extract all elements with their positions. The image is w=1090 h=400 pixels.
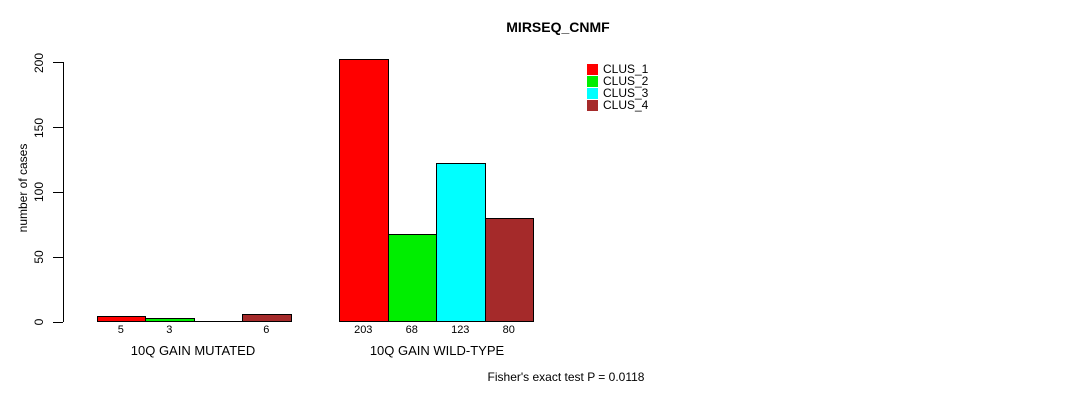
bar-clus_3-group1 [193,321,243,322]
x-category-label-mutated: 10Q GAIN MUTATED [130,343,256,358]
legend-swatch-icon [587,64,598,75]
bar-clus_3-group2 [436,162,486,322]
y-axis-line [63,62,64,322]
y-tick-label: 0 [32,318,46,326]
bar-clus_1-group2 [339,58,389,322]
bar-clus_4-group2 [484,218,534,322]
legend-swatch-icon [587,100,598,111]
y-tick-mark [53,62,63,64]
y-tick-label: 200 [32,52,46,73]
bar-clus_4-group1 [242,314,292,322]
y-tick-label: 50 [32,250,46,264]
bar-count-label: 68 [405,324,418,336]
bar-clus_2-group1 [145,318,195,322]
y-tick-mark [53,191,63,193]
legend-swatch-icon [587,88,598,99]
legend-item-clus_3: CLUS_3 [587,86,649,100]
y-tick-mark [53,256,63,258]
bar-count-label: 3 [166,324,173,336]
bar-count-label: 80 [502,324,515,336]
bar-clus_1-group1 [96,315,146,322]
chart-title: MIRSEQ_CNMF [506,19,610,35]
legend-label: CLUS_1 [603,62,649,76]
fisher-test-annotation: Fisher's exact test P = 0.0118 [487,370,645,384]
bar-count-label: 6 [263,324,270,336]
bar-count-label: 203 [354,324,373,336]
bar-clus_2-group2 [387,233,437,322]
y-tick-mark [53,127,63,129]
legend-swatch-icon [587,76,598,87]
bar-count-label: 5 [117,324,124,336]
y-tick-mark [53,321,63,323]
legend-label: CLUS_3 [603,86,649,100]
bar-count-label: 123 [451,324,470,336]
legend-item-clus_1: CLUS_1 [587,62,649,76]
y-tick-label: 150 [32,117,46,138]
x-category-label-wildtype: 10Q GAIN WILD-TYPE [369,343,505,358]
legend-label: CLUS_2 [603,74,649,88]
legend-item-clus_2: CLUS_2 [587,74,649,88]
legend-item-clus_4: CLUS_4 [587,98,649,112]
y-tick-label: 100 [32,182,46,203]
legend-label: CLUS_4 [603,98,649,112]
y-axis-title: number of cases [16,143,30,233]
